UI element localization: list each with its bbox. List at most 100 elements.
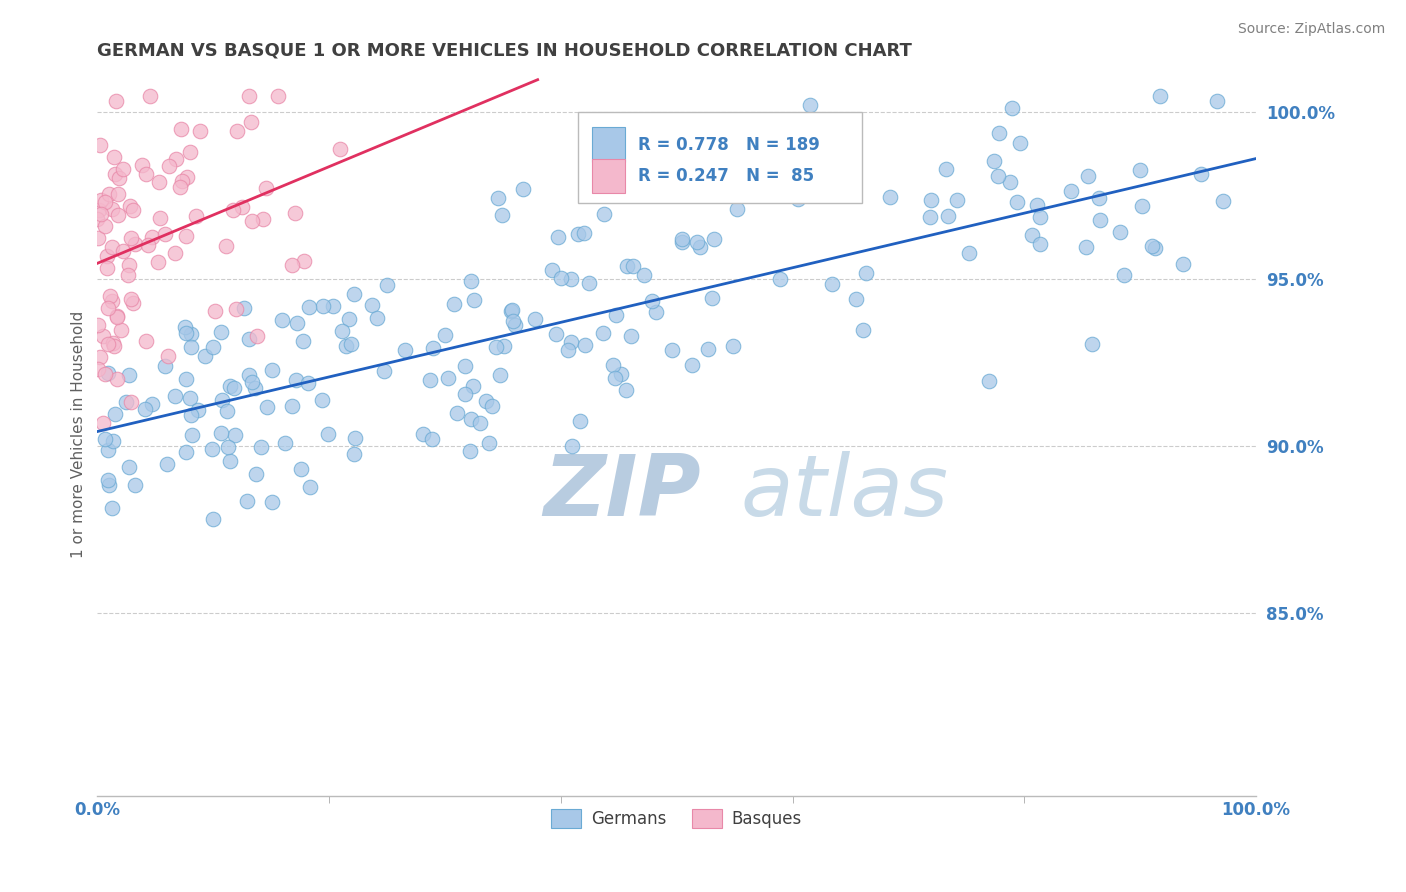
Point xyxy=(1212,194,1234,208)
Point xyxy=(419,373,441,387)
Point xyxy=(460,444,482,458)
Point xyxy=(104,168,127,182)
Point xyxy=(437,371,460,385)
Point xyxy=(290,462,312,476)
Point xyxy=(101,240,124,254)
Point xyxy=(103,339,125,353)
Point xyxy=(254,181,277,195)
Point xyxy=(110,322,132,336)
Point xyxy=(337,312,360,326)
Point xyxy=(1005,195,1028,210)
Point xyxy=(86,211,108,226)
Point xyxy=(641,294,664,309)
Point xyxy=(107,187,129,202)
Point xyxy=(702,291,724,305)
Point xyxy=(118,199,141,213)
Point xyxy=(443,297,465,311)
Point xyxy=(96,248,118,262)
Point xyxy=(122,202,145,217)
Point xyxy=(420,432,443,446)
Point xyxy=(561,439,583,453)
Point xyxy=(1060,184,1083,198)
Point xyxy=(222,202,245,217)
Point xyxy=(118,368,141,383)
Point xyxy=(139,88,162,103)
Point xyxy=(239,115,262,129)
Point xyxy=(238,368,260,383)
Point xyxy=(361,298,384,312)
Legend: Germans, Basques: Germans, Basques xyxy=(544,802,808,835)
Point xyxy=(340,337,363,351)
Point xyxy=(135,334,157,348)
Point xyxy=(311,299,333,313)
Point xyxy=(769,272,792,286)
Point xyxy=(170,122,193,136)
Point xyxy=(1114,268,1136,282)
Point xyxy=(501,303,523,318)
Point xyxy=(285,373,308,387)
Point xyxy=(180,408,202,422)
Point xyxy=(505,318,527,332)
Point xyxy=(180,340,202,354)
Point xyxy=(134,401,156,416)
Point xyxy=(547,229,569,244)
Point xyxy=(97,301,120,316)
Point xyxy=(918,211,941,225)
Point xyxy=(90,193,112,207)
Point xyxy=(592,326,614,340)
Point xyxy=(120,395,142,409)
Point xyxy=(616,259,638,273)
Point xyxy=(560,335,582,350)
Point xyxy=(799,98,821,112)
Point xyxy=(468,416,491,430)
Point xyxy=(546,326,568,341)
Point xyxy=(252,212,274,227)
Text: R = 0.778   N = 189: R = 0.778 N = 189 xyxy=(638,136,820,153)
Point xyxy=(202,340,225,354)
Point xyxy=(936,209,959,223)
Point xyxy=(1081,336,1104,351)
Point xyxy=(322,299,344,313)
Point xyxy=(131,158,153,172)
Point xyxy=(236,493,259,508)
Point xyxy=(179,391,201,405)
Point xyxy=(1001,101,1024,115)
Point xyxy=(180,428,202,442)
Point xyxy=(987,169,1010,184)
Point xyxy=(135,167,157,181)
Point xyxy=(540,262,562,277)
Point xyxy=(297,376,319,390)
Point xyxy=(787,192,810,206)
Point xyxy=(481,399,503,413)
Point xyxy=(107,208,129,222)
Point xyxy=(311,393,333,408)
Point xyxy=(117,268,139,282)
Point xyxy=(233,301,256,315)
Point xyxy=(188,124,211,138)
Point xyxy=(89,350,111,364)
Point xyxy=(1029,236,1052,251)
Point xyxy=(633,268,655,283)
Point xyxy=(557,343,579,358)
Point xyxy=(149,211,172,225)
Point xyxy=(101,500,124,515)
Point xyxy=(1206,94,1229,108)
Point xyxy=(215,239,238,253)
Point xyxy=(273,436,295,450)
Point xyxy=(97,337,120,351)
Point xyxy=(93,416,115,430)
Point xyxy=(176,445,198,459)
Point xyxy=(209,326,232,340)
Point xyxy=(155,359,177,373)
Point xyxy=(1025,198,1047,212)
Point xyxy=(222,380,245,394)
Point xyxy=(821,277,844,291)
Point xyxy=(681,358,703,372)
Point xyxy=(373,364,395,378)
Point xyxy=(1149,88,1171,103)
Point xyxy=(523,311,546,326)
Point xyxy=(502,314,524,328)
Point xyxy=(155,227,177,241)
Point xyxy=(217,404,239,418)
Point xyxy=(686,235,709,249)
